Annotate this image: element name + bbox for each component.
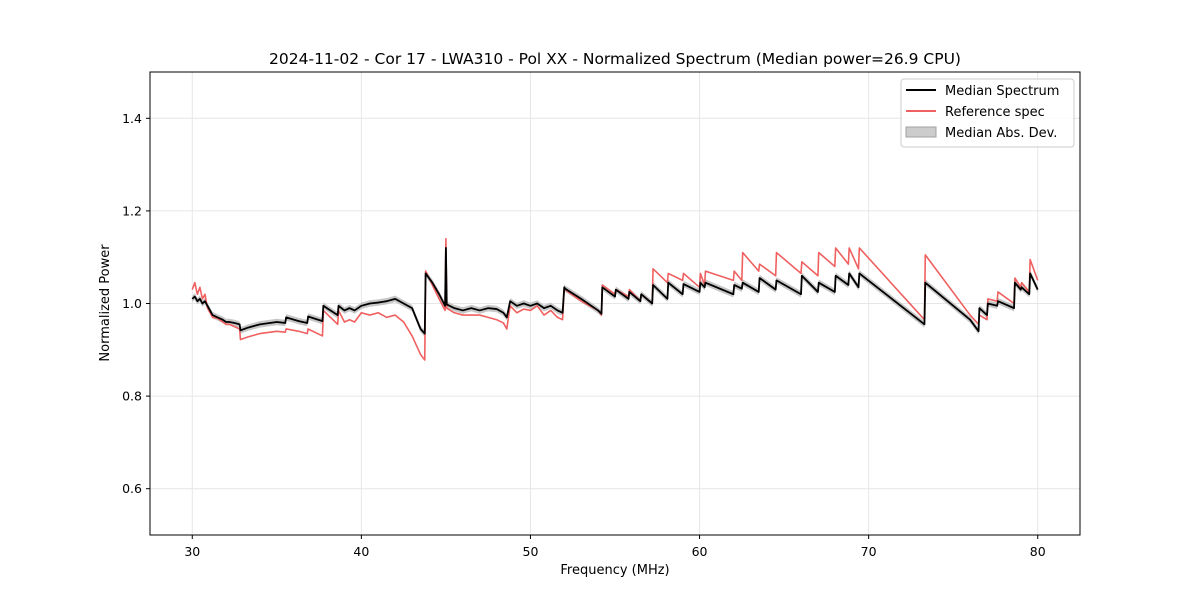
median-layer — [191, 247, 1039, 335]
y-tick-label: 1.0 — [122, 296, 142, 311]
y-axis: 0.6 0.8 1.0 1.2 1.4 — [122, 111, 150, 496]
y-axis-label: Normalized Power — [98, 244, 113, 362]
reference-spectrum-line — [191, 237, 1039, 361]
x-tick-label: 50 — [523, 544, 539, 559]
legend-mad-swatch — [905, 126, 937, 138]
y-tick-label: 0.6 — [122, 481, 142, 496]
y-tick-label: 1.2 — [122, 203, 142, 218]
chart-title: 2024-11-02 - Cor 17 - LWA310 - Pol XX - … — [269, 50, 961, 68]
y-tick-label: 1.4 — [122, 111, 142, 126]
x-tick-label: 70 — [861, 544, 877, 559]
legend-median-label: Median Spectrum — [945, 84, 1059, 99]
x-tick-label: 40 — [353, 544, 369, 559]
x-tick-label: 80 — [1030, 544, 1046, 559]
x-axis: 30 40 50 60 70 80 — [184, 535, 1046, 559]
legend-mad-label: Median Abs. Dev. — [945, 126, 1057, 141]
legend: Median Spectrum Reference spec Median Ab… — [900, 78, 1075, 148]
plot-area — [191, 237, 1039, 361]
median-spectrum-line — [191, 247, 1039, 335]
legend-reference-label: Reference spec — [945, 105, 1045, 120]
x-tick-label: 60 — [692, 544, 708, 559]
x-axis-label: Frequency (MHz) — [560, 563, 669, 578]
reference-layer — [191, 237, 1039, 361]
y-tick-label: 0.8 — [122, 389, 142, 404]
x-tick-label: 30 — [184, 544, 200, 559]
legend-box — [900, 78, 1075, 148]
